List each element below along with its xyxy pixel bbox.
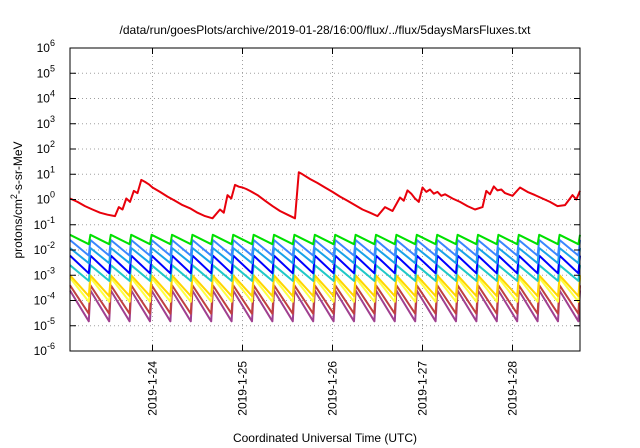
y-tick-label: 101 bbox=[37, 164, 55, 181]
y-tick-label: 10-2 bbox=[34, 240, 55, 257]
y-tick-label: 10-6 bbox=[34, 341, 55, 358]
y-axis-label-suffix: -s-sr-MeV bbox=[11, 141, 25, 194]
y-axis-ticks: 10-6 10-5 10-4 10-3 10-2 10-1 100 101 102 103 104 1… bbox=[34, 38, 580, 358]
y-tick-label: 105 bbox=[37, 63, 55, 80]
y-tick-label: 10-1 bbox=[34, 215, 55, 232]
y-axis-label: protons/cm2-s-sr-MeV bbox=[9, 141, 25, 258]
x-axis-ticks: 2019-1-24 2019-1-25 2019-1-26 2019-1-27 2019… bbox=[146, 48, 520, 416]
y-tick-label: 100 bbox=[37, 190, 55, 207]
x-axis-label: Coordinated Universal Time (UTC) bbox=[233, 431, 417, 445]
x-tick-label: 2019-1-28 bbox=[506, 361, 520, 416]
chart-title: /data/run/goesPlots/archive/2019-01-28/1… bbox=[120, 23, 532, 37]
y-tick-label: 10-5 bbox=[34, 316, 55, 333]
y-axis-label-prefix: protons/cm bbox=[11, 199, 25, 258]
flux-series-line bbox=[69, 233, 581, 246]
y-tick-label: 104 bbox=[37, 89, 55, 106]
y-tick-label: 10-4 bbox=[34, 291, 55, 308]
y-tick-label: 103 bbox=[37, 114, 55, 131]
y-tick-label: 106 bbox=[37, 38, 55, 55]
x-tick-label: 2019-1-26 bbox=[326, 361, 340, 416]
flux-series-line bbox=[69, 274, 581, 298]
flux-series-line bbox=[69, 171, 581, 220]
flux-series-line bbox=[69, 239, 581, 257]
y-tick-label: 102 bbox=[37, 139, 55, 156]
plot-series bbox=[69, 171, 581, 323]
x-tick-label: 2019-1-25 bbox=[236, 361, 250, 416]
flux-series-line bbox=[69, 264, 581, 282]
y-axis-label-superscript: 2 bbox=[9, 194, 19, 199]
x-tick-label: 2019-1-24 bbox=[146, 361, 160, 416]
y-tick-label: 10-3 bbox=[34, 265, 55, 282]
x-tick-label: 2019-1-27 bbox=[416, 361, 430, 416]
flux-series-line bbox=[69, 289, 581, 323]
